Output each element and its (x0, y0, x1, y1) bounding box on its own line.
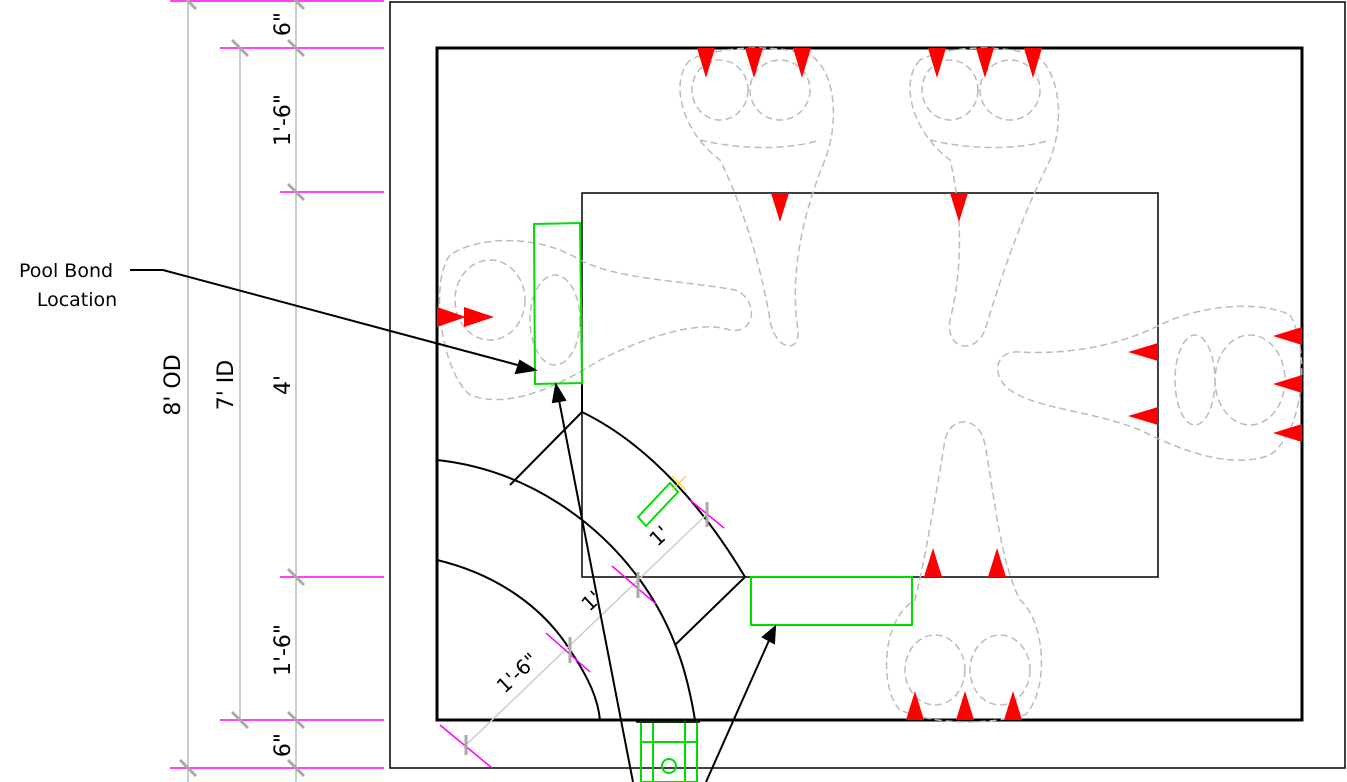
nozzle-mark (1128, 343, 1158, 361)
diag-dim-inner: 1' (644, 521, 674, 551)
nozzle-mark (950, 193, 968, 222)
nozzle-mark (988, 548, 1006, 577)
dim-top-margin: 6" (271, 12, 296, 36)
nozzle-mark (1128, 407, 1158, 425)
nozzle-mark (956, 691, 974, 720)
nozzle-mark (976, 48, 994, 78)
nozzle-mark (1024, 48, 1042, 78)
nozzle-mark (1273, 424, 1302, 442)
dim-top-section: 1'-6" (271, 94, 296, 146)
bond-locations (532, 221, 913, 782)
nozzle-mark (745, 48, 763, 78)
diagonal-dimension (439, 499, 725, 769)
nozzle-mark (771, 193, 789, 222)
drain-fitting (640, 721, 698, 782)
nozzle-mark (697, 48, 715, 78)
dim-bottom-section: 1'-6" (271, 624, 296, 676)
inner-seating-area (581, 192, 1159, 578)
vertical-dimension-lines (187, 0, 297, 782)
callout-line-2: Location (37, 289, 117, 311)
dimension-ticks (178, 0, 306, 778)
foot-outlines (438, 47, 1303, 723)
bond-box-left (532, 221, 584, 386)
nozzle-mark (1004, 691, 1022, 720)
bond-box-bottom (750, 576, 913, 626)
nozzle-mark (1273, 327, 1302, 345)
dim-overall-od: 8' OD (161, 354, 186, 415)
nozzle-mark (924, 548, 942, 577)
diag-dim-outer: 1'-6" (492, 648, 543, 698)
nozzle-mark (437, 307, 466, 327)
diag-dim-middle: 1' (576, 586, 606, 616)
dim-bottom-margin: 6" (271, 733, 296, 757)
leader-lines (130, 269, 777, 782)
dim-inner-id: 7' ID (214, 360, 239, 410)
dim-middle-section: 4' (271, 375, 296, 395)
nozzle-mark (906, 691, 924, 720)
bond-box-small (636, 481, 680, 528)
jet-nozzles (437, 48, 1302, 720)
nozzle-mark (464, 307, 494, 327)
callout-line-1: Pool Bond (19, 260, 113, 282)
nozzle-mark (928, 48, 946, 78)
nozzle-mark (1273, 375, 1302, 393)
nozzle-mark (793, 48, 811, 78)
outer-boundary (389, 1, 1346, 769)
corner-lounge (436, 385, 746, 721)
